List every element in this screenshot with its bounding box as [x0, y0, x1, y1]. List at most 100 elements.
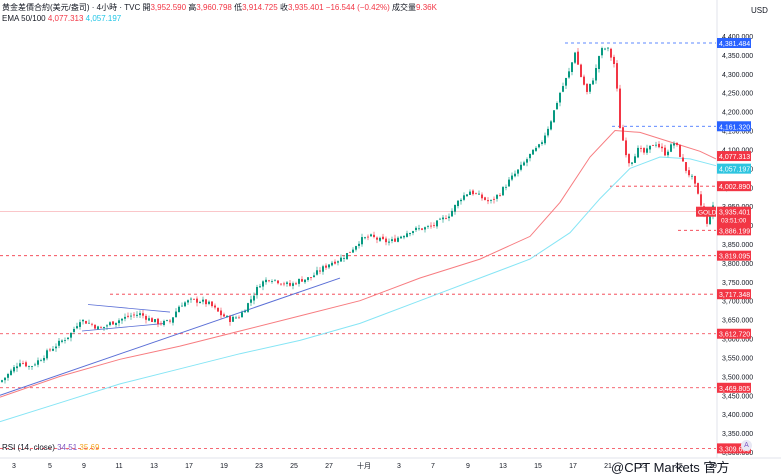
candle-body	[229, 316, 231, 323]
candle-body	[613, 56, 615, 65]
candle-body	[535, 147, 537, 151]
candle-body	[373, 234, 375, 238]
candle-body	[529, 153, 531, 159]
candle-body	[148, 318, 150, 321]
x-tick-label: 13	[150, 463, 158, 470]
close-label: 收	[279, 3, 288, 12]
x-tick-label: 23	[255, 463, 263, 470]
candle-body	[88, 322, 90, 324]
candle-body	[10, 370, 12, 375]
candle-body	[592, 80, 594, 85]
ema-tag	[717, 151, 751, 162]
candle-body	[568, 71, 570, 78]
candle-body	[601, 48, 603, 56]
candle-body	[313, 275, 315, 278]
ema100-line	[0, 156, 717, 423]
candle-body	[46, 350, 48, 359]
candle-body	[223, 314, 225, 317]
candle-body	[37, 360, 39, 365]
candle-body	[325, 265, 327, 268]
current-price-label: 3,935.401	[719, 210, 750, 217]
candle-body	[508, 179, 510, 187]
candle-body	[199, 301, 201, 303]
candle-body	[607, 47, 609, 49]
candle-body	[445, 218, 447, 219]
candle-body	[664, 147, 666, 156]
candle-body	[598, 56, 600, 70]
candle-body	[139, 313, 141, 316]
candle-body	[628, 154, 630, 164]
candle-body	[538, 144, 540, 148]
ema100-value: 4,057.197	[85, 14, 122, 23]
candle-body	[685, 162, 687, 171]
candle-body	[442, 217, 444, 220]
candle-body	[382, 236, 384, 240]
y-tick-label: 3,550.000	[722, 355, 753, 362]
volume-value: 9.36K	[416, 3, 437, 12]
y-tick-label: 3,750.000	[722, 280, 753, 287]
candle-body	[493, 198, 495, 200]
candle-body	[700, 194, 702, 206]
candle-body	[115, 322, 117, 325]
candle-body	[622, 127, 624, 141]
candle-body	[259, 286, 261, 288]
candle-body	[304, 279, 306, 283]
candle-body	[175, 311, 177, 318]
x-tick-label: 十月	[357, 461, 371, 470]
candle-body	[433, 225, 435, 226]
candle-body	[190, 298, 192, 300]
candle-body	[7, 373, 9, 378]
candle-body	[184, 302, 186, 307]
x-tick-label: 3	[397, 463, 401, 470]
candle-body	[82, 319, 84, 322]
candle-body	[502, 187, 504, 196]
candle-body	[43, 357, 45, 361]
candle-body	[316, 270, 318, 275]
candle-body	[427, 226, 429, 228]
candle-body	[19, 363, 21, 367]
y-tick-label: 3,850.000	[722, 242, 753, 249]
candle-body	[418, 228, 420, 230]
candle-body	[595, 68, 597, 81]
ema-tag	[717, 163, 751, 174]
candle-body	[73, 328, 75, 332]
candle-body	[619, 88, 621, 129]
candle-body	[496, 194, 498, 199]
candle-body	[484, 197, 486, 200]
candle-body	[166, 320, 168, 321]
candle-body	[106, 325, 108, 327]
candle-body	[151, 318, 153, 322]
candle-body	[475, 193, 477, 195]
candle-body	[571, 62, 573, 72]
candle-body	[145, 315, 147, 320]
x-tick-label: 13	[499, 463, 507, 470]
ema-tag-label: 4,057.197	[719, 167, 750, 174]
rsi-legend[interactable]: RSI (14, close) 34.51 35.69	[2, 443, 99, 452]
x-tick-label: 7	[431, 463, 435, 470]
y-tick-label: 3,650.000	[722, 318, 753, 325]
ema-legend[interactable]: EMA 50/100 4,077.313 4,057.197	[2, 14, 121, 24]
candle-body	[97, 326, 99, 330]
candle-body	[319, 270, 321, 272]
trendline	[0, 277, 341, 396]
candle-body	[112, 321, 114, 325]
candle-body	[34, 364, 36, 366]
price-level-label: 3,717.348	[719, 292, 750, 299]
candle-body	[127, 315, 129, 317]
y-tick-label: 4,400.000	[722, 34, 753, 41]
y-tick-label: 4,300.000	[722, 72, 753, 79]
candle-body	[292, 283, 294, 286]
x-tick-label: 11	[115, 463, 122, 470]
candle-body	[334, 261, 336, 264]
tradingview-logo-icon[interactable]: A	[741, 440, 752, 451]
candle-body	[250, 299, 252, 303]
candle-body	[265, 279, 267, 283]
candle-body	[379, 237, 381, 241]
price-level-tag	[717, 382, 751, 393]
price-level-tag	[717, 289, 751, 300]
candle-body	[205, 299, 207, 305]
candle-body	[667, 151, 669, 156]
symbol-title: 黄金差價合約(美元/盎司) · 4小時 · TVC	[2, 3, 141, 12]
